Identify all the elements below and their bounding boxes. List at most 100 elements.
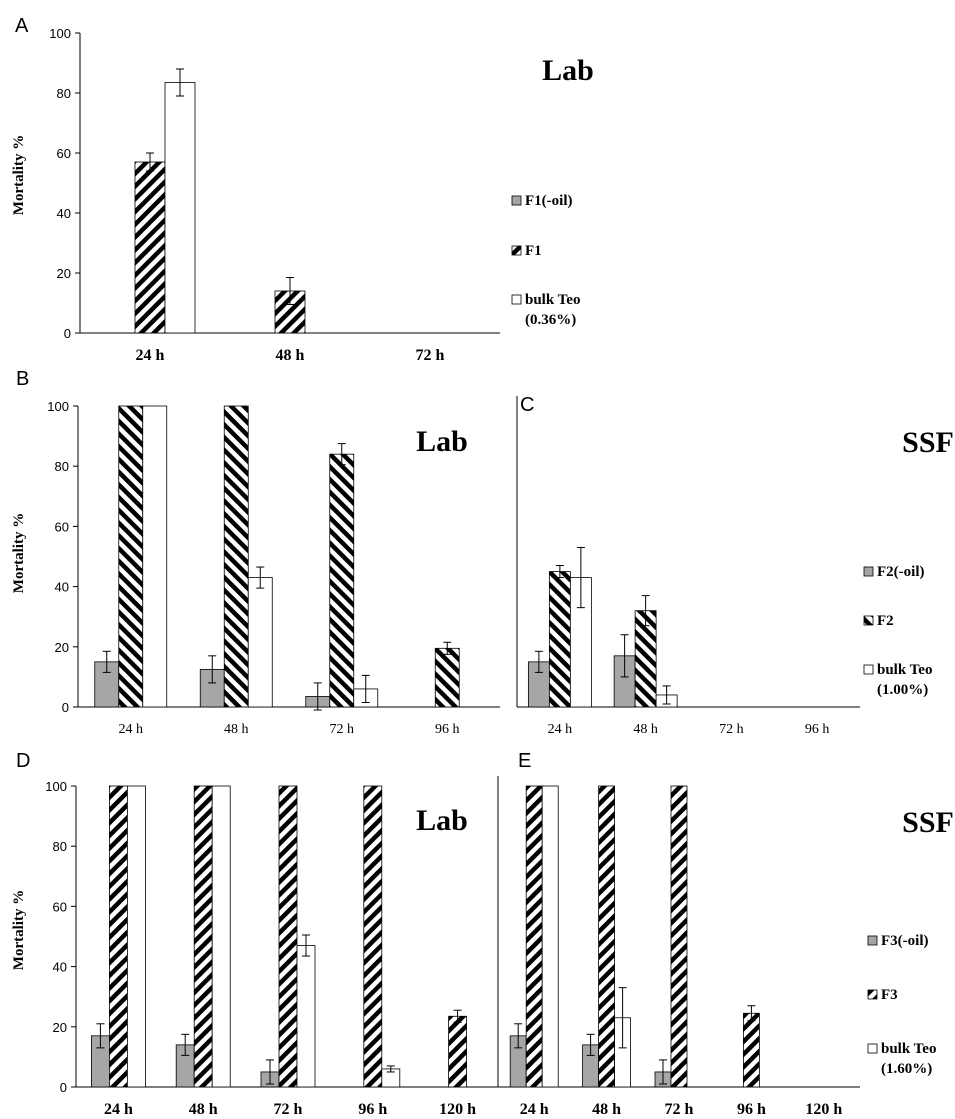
y-tick-label: 20	[55, 640, 69, 655]
y-tick-label: 60	[55, 519, 69, 534]
bar-a-s2-c0	[164, 82, 196, 334]
x-tick-label: 48 h	[189, 1101, 218, 1118]
chart-panel-e: 24 h 48 h 72 h 96 h 120 h E SSF	[497, 750, 954, 1118]
x-tick-label: 24 h	[548, 722, 573, 737]
y-tick-label: 100	[45, 779, 67, 794]
x-tick-label: 48 h	[633, 722, 658, 737]
x-tick-label: 48 h	[592, 1101, 621, 1118]
bar-b-s1-c1	[223, 405, 249, 708]
bar-d-s1-c1	[193, 785, 213, 1088]
panel-title: Lab	[416, 804, 468, 837]
y-tick-label: 80	[57, 86, 71, 101]
bar-d-s2-c2	[296, 945, 316, 1088]
bar-b-s2-c0	[142, 405, 168, 708]
panel-title: Lab	[416, 425, 468, 458]
bar-d-s1-c4	[448, 1015, 468, 1088]
legend-swatch	[863, 615, 874, 626]
x-tick-label: 24 h	[520, 1101, 549, 1118]
x-tick-label: 48 h	[224, 722, 249, 737]
legend-label: bulk Teo	[525, 292, 580, 308]
y-tick-label: 0	[62, 700, 69, 715]
chart-panel-d: 0 20 40 60 80 100 24 h 48 h 72 h 96 h 120 h D Lab Mor…	[11, 750, 500, 1118]
y-tick-label: 80	[55, 459, 69, 474]
panel-letter: E	[518, 750, 531, 772]
legend-label: F3(-oil)	[881, 933, 928, 949]
bar-d-s1-c3	[363, 785, 383, 1088]
x-tick-label: 24 h	[136, 347, 165, 364]
bar-d-s1-c0	[109, 785, 128, 1088]
panel-title: SSF	[902, 806, 954, 839]
y-tick-label: 0	[60, 1080, 67, 1095]
legend-swatch	[511, 195, 522, 206]
x-tick-label: 120 h	[805, 1101, 842, 1118]
bar-e-s1-c0	[525, 785, 543, 1088]
y-tick-label: 100	[47, 399, 69, 414]
x-tick-label: 24 h	[104, 1101, 133, 1118]
panel-title: SSF	[902, 426, 954, 459]
y-tick-label: 60	[53, 899, 67, 914]
legend-label: F1	[525, 243, 542, 259]
legend-label: bulk Teo	[877, 662, 932, 678]
panel-letter: C	[520, 394, 534, 416]
legend-label-sub: (0.36%)	[525, 312, 576, 328]
y-axis-label: Mortality %	[11, 135, 27, 215]
bar-d-s1-c2	[278, 785, 298, 1088]
y-tick-label: 0	[64, 326, 71, 341]
x-tick-label: 96 h	[737, 1101, 766, 1118]
x-tick-label: 96 h	[358, 1101, 387, 1118]
bar-b-s1-c0	[118, 405, 144, 708]
chart-panel-b: 0 20 40 60 80 100 24 h 48 h 72 h 96 h B Lab Mortalit…	[11, 368, 500, 737]
x-tick-label: 96 h	[435, 722, 460, 737]
bar-d-s2-c0	[127, 785, 146, 1088]
y-tick-label: 40	[57, 206, 71, 221]
bar-d-s2-c1	[211, 785, 231, 1088]
legend-label-sub: (1.60%)	[881, 1061, 932, 1077]
x-tick-label: 96 h	[805, 722, 830, 737]
legend-a: F1(-oil) F1 bulk Teo (0.36%)	[511, 193, 580, 328]
bar-e-s1-c1	[598, 785, 615, 1088]
y-tick-label: 80	[53, 839, 67, 854]
bar-e-s1-c2	[670, 785, 688, 1088]
y-tick-label: 100	[49, 26, 71, 41]
x-tick-label: 72 h	[665, 1101, 694, 1118]
legend-swatch	[867, 1043, 878, 1054]
chart-panel-a: 0 20 40 60 80 100 24 h 48 h 72 h A Lab Mortality %	[11, 15, 594, 364]
panel-title: Lab	[542, 54, 594, 87]
bar-a-s1-c0	[134, 161, 166, 334]
bar-e-s1-c3	[743, 1012, 760, 1088]
bar-b-s1-c3	[434, 647, 460, 708]
y-tick-label: 40	[55, 580, 69, 595]
legend-swatch	[863, 664, 874, 675]
legend-label: F2	[877, 613, 894, 629]
legend-swatch	[867, 989, 878, 1000]
x-tick-label: 72 h	[719, 722, 744, 737]
x-tick-label: 72 h	[330, 722, 355, 737]
y-tick-label: 60	[57, 146, 71, 161]
legend-de: F3(-oil) F3 bulk Teo (1.60%)	[867, 933, 936, 1077]
y-tick-label: 20	[57, 266, 71, 281]
legend-label: bulk Teo	[881, 1041, 936, 1057]
chart-panel-c: 24 h 48 h 72 h 96 h C SSF	[516, 394, 954, 737]
x-tick-label: 48 h	[276, 347, 305, 364]
legend-bc: F2(-oil) F2 bulk Teo (1.00%)	[863, 564, 932, 698]
y-tick-label: 40	[53, 960, 67, 975]
bar-c-s1-c0	[548, 571, 571, 708]
panel-letter: D	[16, 750, 30, 772]
legend-swatch	[867, 935, 878, 946]
y-tick-label: 20	[53, 1020, 67, 1035]
y-axis-label: Mortality %	[11, 513, 27, 593]
legend-swatch	[511, 245, 522, 256]
x-tick-label: 72 h	[274, 1101, 303, 1118]
legend-label-sub: (1.00%)	[877, 682, 928, 698]
legend-swatch	[863, 566, 874, 577]
panel-letter: A	[15, 15, 29, 37]
bar-b-s2-c1	[247, 577, 273, 708]
x-tick-label: 24 h	[119, 722, 144, 737]
bar-e-s2-c0	[541, 785, 559, 1088]
bar-b-s1-c2	[329, 453, 355, 708]
y-axis-label: Mortality %	[11, 890, 27, 970]
legend-swatch	[511, 294, 522, 305]
legend-label: F1(-oil)	[525, 193, 572, 209]
legend-label: F2(-oil)	[877, 564, 924, 580]
